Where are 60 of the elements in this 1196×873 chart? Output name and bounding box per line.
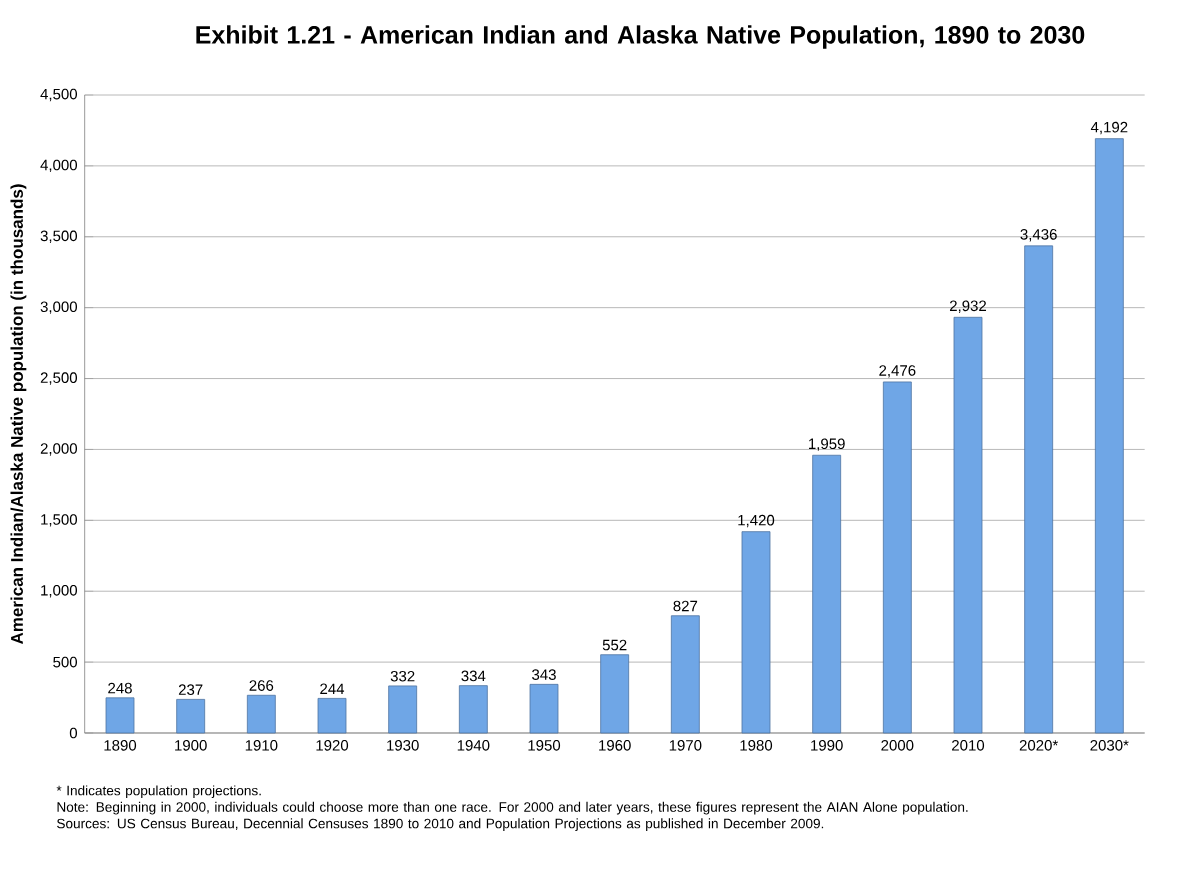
source-note: Sources: US Census Bureau, Decennial Censuses 1890 to 2010 and Population Projections as published in December 2009. (57, 818, 824, 832)
x-tick-label: 2010 (952, 740, 985, 751)
data-label: 248 (108, 682, 132, 694)
bar (529, 683, 559, 734)
bar (741, 531, 771, 734)
data-label: 244 (320, 683, 345, 694)
bar (176, 698, 206, 734)
data-label: 334 (461, 670, 486, 682)
x-tick-label: 1920 (316, 740, 349, 751)
data-label: 827 (673, 600, 698, 612)
bar (953, 316, 983, 734)
data-label: 266 (249, 680, 274, 691)
text: * Indicates population projections. (56, 785, 261, 799)
y-tick-label: 2,000 (40, 443, 78, 456)
x-tick-label: 2020* (1019, 740, 1059, 751)
y-axis-title: American Indian/Alaska Native population (in thousands) (10, 184, 27, 645)
y-tick-label: 4,500 (40, 88, 78, 102)
x-tick-label: 1910 (245, 740, 278, 751)
bar (600, 654, 630, 734)
y-tick-label: 3,500 (40, 230, 78, 243)
data-label: 237 (178, 684, 203, 695)
x-tick-label: 2000 (881, 740, 914, 751)
x-tick-label: 1950 (528, 740, 561, 751)
y-tick-label: 3,000 (40, 301, 78, 314)
data-label: 332 (390, 670, 415, 682)
x-tick-label: 1980 (740, 740, 773, 751)
x-tick-label: 1960 (599, 740, 631, 751)
text: Note: Beginning in 2000, individuals could choose more than one race. For 2000 and later years, these figures represent the AIAN Alone population. (57, 801, 968, 815)
x-tick-label: 1970 (669, 740, 702, 751)
bar (670, 615, 700, 734)
x-tick-label: 1940 (457, 740, 490, 751)
data-label: 4,192 (1090, 121, 1128, 135)
chart-title: Exhibit 1.21 - American Indian and Alaska Native Population, 1890 to 2030 (196, 25, 1085, 49)
bar (105, 697, 135, 734)
bar (1024, 245, 1054, 734)
x-tick-label: 1890 (104, 740, 137, 751)
x-tick-label: 2030* (1090, 740, 1129, 751)
x-tick-label: 1930 (387, 740, 419, 751)
data-label: 3,436 (1020, 229, 1057, 242)
y-tick-label: 500 (53, 656, 78, 668)
data-label: 2,932 (949, 300, 987, 313)
bar (882, 381, 912, 734)
data-label: 1,420 (738, 514, 775, 528)
y-tick-label: 2,500 (40, 372, 78, 385)
y-tick-label: 1,000 (41, 585, 78, 598)
y-tick-label: 0 (69, 727, 78, 739)
bar (1094, 138, 1124, 734)
bar (458, 685, 488, 734)
data-label: 2,476 (879, 365, 916, 378)
x-tick-label: 1900 (175, 740, 207, 751)
data-label: 1,959 (809, 438, 845, 451)
bar (388, 685, 418, 734)
x-tick-label: 1990 (811, 740, 843, 751)
y-tick-label: 4,000 (40, 159, 78, 173)
data-label: 343 (532, 669, 556, 680)
bar (317, 697, 347, 734)
bar (246, 694, 276, 734)
y-tick-label: 1,500 (41, 514, 78, 527)
data-label: 552 (602, 639, 627, 651)
bar (812, 454, 842, 734)
